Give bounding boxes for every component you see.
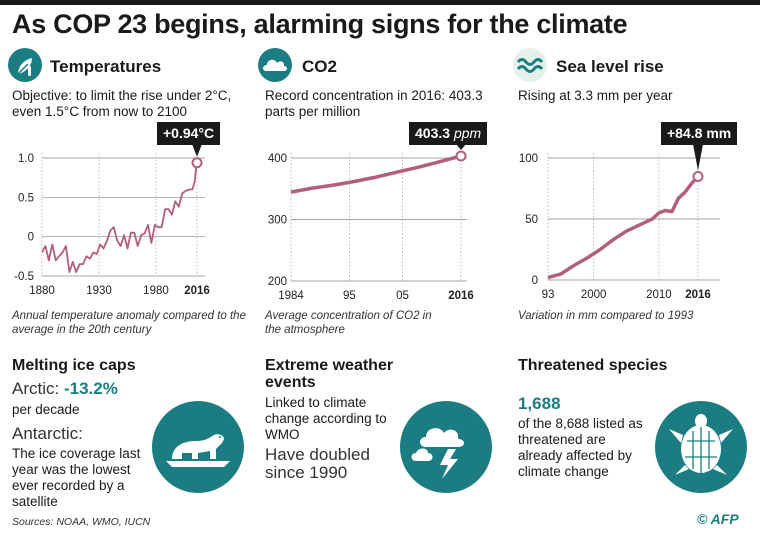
x-tick-label-3: 2016 — [184, 285, 210, 297]
thermometer-leaf-icon — [8, 48, 42, 82]
antarctic-text: The ice coverage last year was the lowes… — [12, 446, 141, 509]
sources: Sources: NOAA, WMO, IUCN — [12, 516, 151, 528]
sea-level-caption: Variation in mm compared to 1993 — [518, 310, 694, 322]
y-tick-label-1: 0.5 — [18, 192, 34, 204]
co2-callout: 403.3 ppm — [409, 122, 488, 145]
x-tick-label-1: 2000 — [581, 289, 607, 301]
arctic-label: Arctic: — [12, 379, 60, 398]
sea-level-title: Sea level rise — [556, 57, 664, 76]
top-bar — [0, 0, 760, 5]
callout-pointer — [456, 144, 466, 150]
arctic-line: Arctic: -13.2% — [12, 380, 118, 398]
y-tick-label-3: -0.5 — [14, 271, 34, 283]
temperatures-title: Temperatures — [50, 57, 162, 76]
y-tick-label-0: 1.0 — [18, 153, 34, 165]
y-tick-label-2: 0 — [28, 232, 34, 244]
sea-level-callout: +84.8 mm — [661, 122, 738, 145]
callout-pointer — [693, 144, 703, 171]
sea-level-description: Rising at 3.3 mm per year — [518, 88, 673, 103]
x-tick-label-0: 1984 — [278, 290, 304, 302]
co2-title: CO2 — [302, 57, 337, 76]
co2-description: Record concentration in 2016: 403.3 part… — [265, 88, 483, 119]
threatened-species-heading: Threatened species — [518, 357, 668, 374]
temperature-caption: Annual temperature anomaly compared to t… — [12, 310, 246, 336]
page-title: As COP 23 begins, alarming signs for the… — [12, 9, 628, 39]
extreme-weather-heading: Extreme weather events — [265, 357, 394, 391]
temperature-callout: +0.94°C — [157, 122, 221, 145]
end-point — [455, 150, 467, 162]
callout-pointer — [192, 144, 202, 157]
antarctic-label: Antarctic: — [12, 424, 83, 443]
x-tick-label-1: 95 — [343, 290, 356, 302]
end-point — [191, 157, 203, 169]
y-tick-label-2: 0 — [532, 275, 538, 287]
arctic-unit: per decade — [12, 402, 80, 417]
x-tick-label-2: 1980 — [143, 285, 169, 297]
x-tick-label-3: 2016 — [685, 289, 711, 301]
series-line — [290, 154, 462, 194]
series-line — [547, 175, 700, 280]
y-tick-label-1: 300 — [268, 215, 287, 227]
x-tick-label-2: 05 — [396, 290, 409, 302]
temperatures-description: Objective: to limit the rise under 2°C, … — [12, 88, 232, 119]
x-tick-label-3: 2016 — [448, 290, 474, 302]
x-tick-label-0: 93 — [542, 289, 555, 301]
arctic-value: -13.2% — [63, 379, 118, 398]
storm-cloud-icon — [400, 401, 492, 493]
co2-callout-unit: ppm — [453, 125, 482, 141]
cloud-icon — [258, 48, 292, 82]
x-tick-label-1: 1930 — [86, 285, 112, 297]
x-tick-label-2: 2010 — [646, 289, 672, 301]
co2-callout-value: 403.3 — [415, 125, 451, 141]
melting-ice-heading: Melting ice caps — [12, 357, 136, 374]
y-tick-label-1: 50 — [525, 214, 538, 226]
weather-text: Linked to climate change according to WM… — [265, 395, 387, 442]
polar-bear-icon — [152, 401, 244, 493]
temperature-chart: 1.0 0.5 0 -0.5 1880 1930 1980 2016 — [14, 144, 210, 297]
sea-level-chart: 100 50 0 93 2000 2010 2016 — [519, 144, 720, 301]
series-line — [41, 162, 198, 273]
waves-icon — [513, 48, 547, 82]
co2-chart: 400 300 200 1984 95 05 2016 — [268, 144, 474, 302]
y-tick-label-0: 100 — [519, 153, 538, 165]
co2-caption: Average concentration of CO2 in the atmo… — [265, 310, 432, 336]
species-text: of the 8,688 listed as threatened are al… — [518, 416, 643, 479]
y-tick-label-2: 200 — [268, 276, 287, 288]
weather-doubled: Have doubled since 1990 — [265, 445, 370, 482]
x-tick-label-0: 1880 — [29, 285, 55, 297]
end-point — [692, 171, 704, 183]
afp-logo: © AFP — [697, 511, 739, 527]
turtle-icon — [655, 401, 747, 493]
y-tick-label-0: 400 — [268, 153, 287, 165]
species-value: 1,688 — [518, 394, 561, 413]
